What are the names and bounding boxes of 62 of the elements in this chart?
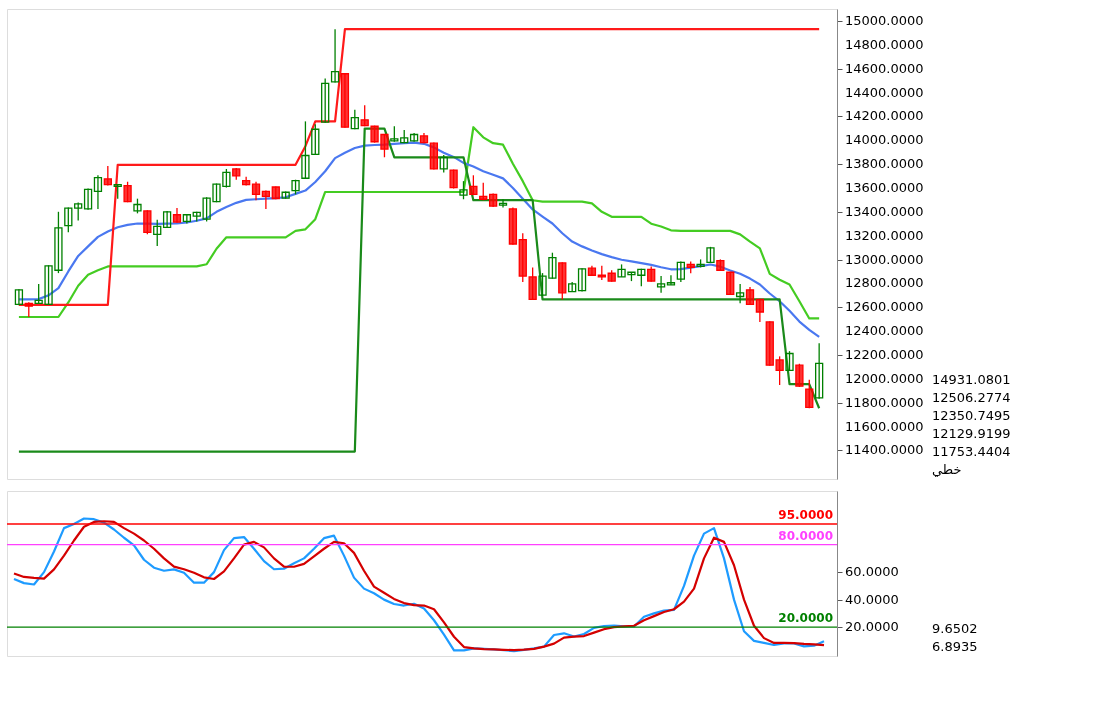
y-tick-label: 14600.0000 [845, 60, 924, 76]
ref-line-label: 80.0000 [778, 528, 833, 543]
candlestick [311, 123, 320, 156]
y-tick-label: 13200.0000 [845, 227, 924, 243]
y-tick-label: 60.0000 [845, 564, 899, 580]
text: 9.6502 [932, 621, 978, 636]
text: 12129.9199 [932, 426, 1011, 441]
y-tick-label: 13600.0000 [845, 179, 924, 195]
y-tick-label: 14400.0000 [845, 84, 924, 100]
candlestick [676, 260, 685, 283]
y-tick-label: 12800.0000 [845, 275, 924, 291]
candlestick [74, 201, 83, 222]
text: 6.8935 [932, 639, 978, 654]
y-tick-label: 12600.0000 [845, 299, 924, 315]
candlestick [330, 28, 340, 84]
candlestick [785, 350, 794, 372]
ref-line-label: 95.0000 [778, 508, 833, 522]
text: 14931.0801 [932, 372, 1011, 387]
line-series [17, 126, 821, 320]
line-series [17, 28, 821, 307]
text: 12350.7495 [932, 408, 1011, 423]
candlestick [726, 271, 735, 296]
y-tick-label: 13400.0000 [845, 203, 924, 219]
candlestick [123, 181, 132, 203]
y-tick-label: 11600.0000 [845, 418, 924, 434]
candlestick [469, 174, 478, 196]
y-tick-label: 12400.0000 [845, 323, 924, 339]
candlestick [795, 363, 804, 388]
y-tick-label: 20.0000 [845, 619, 899, 635]
candlestick [735, 283, 745, 304]
y-tick-label: 13000.0000 [845, 251, 924, 267]
candlestick [83, 187, 93, 211]
text: 11753.4404 [932, 444, 1011, 459]
candlestick [301, 120, 310, 180]
text: خطي [932, 462, 962, 477]
y-tick-label: 12000.0000 [845, 370, 924, 386]
candlestick [182, 213, 192, 225]
ref-line-label: 20.0000 [778, 611, 833, 626]
candlestick [321, 77, 330, 124]
candlestick [162, 210, 172, 229]
y-tick-label: 40.0000 [845, 591, 899, 607]
candlestick [350, 109, 359, 130]
y-tick-label: 14000.0000 [845, 132, 924, 148]
candlestick [577, 267, 587, 293]
y-tick-label: 14800.0000 [845, 36, 924, 52]
y-tick-label: 12200.0000 [845, 346, 924, 362]
y-tick-label: 13800.0000 [845, 156, 924, 172]
candlestick [656, 275, 666, 294]
y-tick-label: 14200.0000 [845, 108, 924, 124]
candlestick [93, 174, 103, 210]
candlestick [153, 219, 162, 247]
y-tick-label: 11400.0000 [845, 442, 924, 458]
y-tick-label: 11800.0000 [845, 394, 924, 410]
candlestick [666, 274, 676, 286]
y-tick-label: 15000.0000 [845, 12, 924, 28]
candlestick [459, 180, 468, 200]
candlestick [815, 342, 824, 400]
candlestick [64, 206, 73, 233]
candlestick [409, 132, 419, 143]
text: 12506.2774 [932, 390, 1011, 405]
candlestick [14, 288, 24, 306]
candlestick [449, 168, 458, 190]
